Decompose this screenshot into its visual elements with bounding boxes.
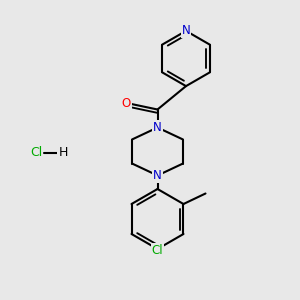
Text: N: N xyxy=(153,169,162,182)
Text: Cl: Cl xyxy=(30,146,42,160)
Text: H: H xyxy=(58,146,68,160)
Text: Cl: Cl xyxy=(152,244,163,257)
Text: N: N xyxy=(153,121,162,134)
Text: O: O xyxy=(122,97,130,110)
Text: N: N xyxy=(182,24,190,38)
